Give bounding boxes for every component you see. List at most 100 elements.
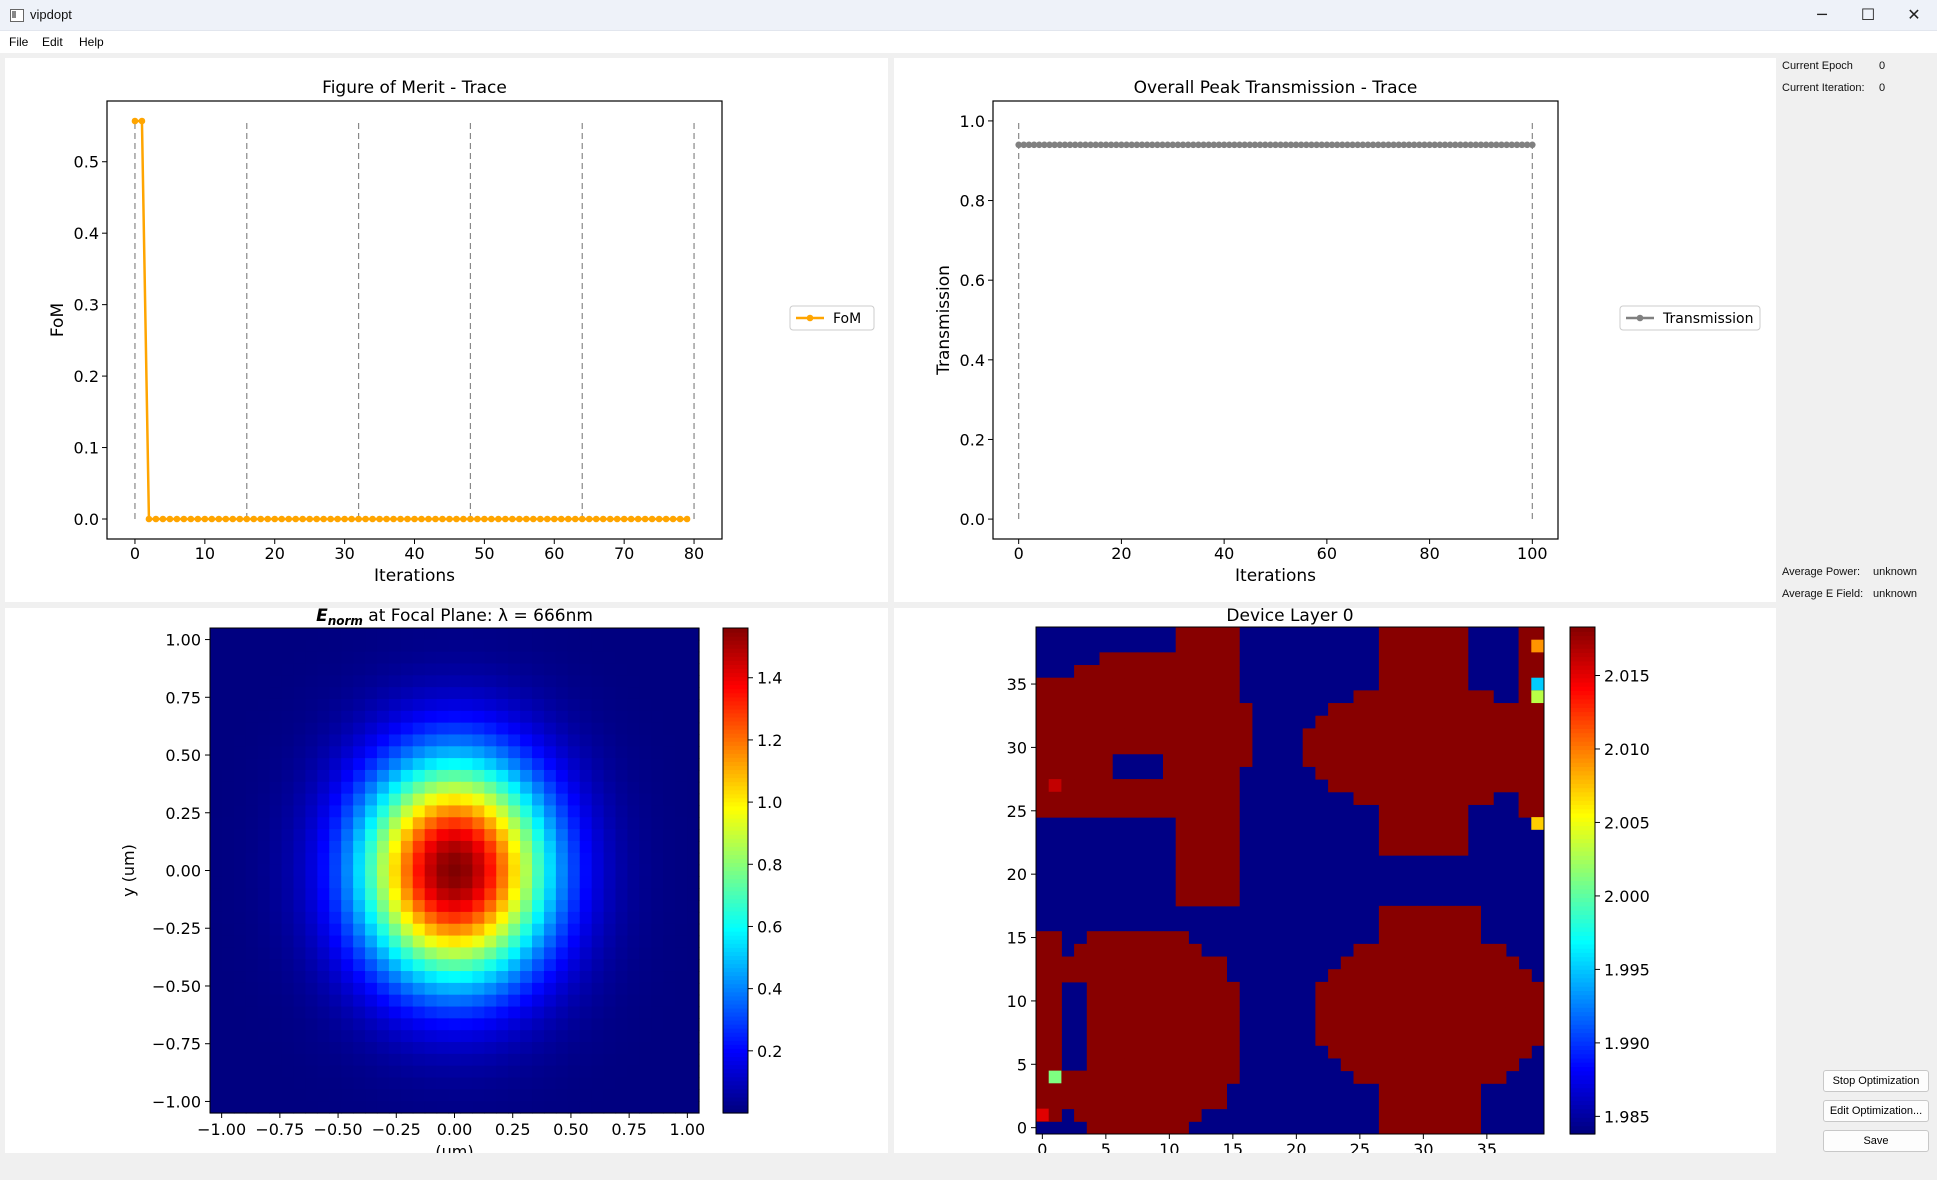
field-cell: [627, 817, 640, 830]
field-cell: [412, 947, 426, 960]
colorbar-segment: [1570, 762, 1595, 768]
field-cell: [615, 935, 629, 948]
save-button[interactable]: Save: [1823, 1130, 1929, 1152]
colorbar-segment: [723, 1016, 748, 1021]
field-cell: [448, 746, 462, 759]
field-cell: [448, 1006, 462, 1019]
field-cell: [508, 829, 521, 842]
field-cell: [472, 1101, 485, 1114]
field-cell: [329, 935, 342, 948]
device-cell: [1429, 981, 1443, 996]
data-point: [362, 515, 369, 523]
field-cell: [353, 947, 366, 960]
colorbar-segment: [1570, 1036, 1595, 1042]
field-cell: [460, 994, 473, 1008]
field-cell: [281, 959, 295, 972]
device-cell: [1137, 969, 1151, 983]
device-cell: [1493, 753, 1507, 767]
device-cell: [1112, 715, 1126, 729]
field-cell: [221, 876, 235, 889]
field-cell: [412, 959, 426, 972]
field-cell: [257, 722, 271, 736]
field-cell: [460, 923, 473, 937]
field-cell: [460, 947, 473, 960]
device-cell: [1074, 956, 1088, 970]
stop-optimization-button[interactable]: Stop Optimization: [1823, 1070, 1929, 1092]
device-cell: [1455, 639, 1469, 653]
device-cell: [1442, 1083, 1456, 1097]
field-cell: [436, 994, 450, 1008]
menu-file[interactable]: File: [9, 35, 29, 49]
device-cell: [1036, 791, 1050, 805]
colorbar-segment: [723, 979, 748, 985]
field-cell: [305, 994, 318, 1008]
field-cell: [376, 864, 390, 878]
device-cell: [1124, 1070, 1139, 1084]
device-cell: [1378, 1121, 1393, 1135]
field-cell: [627, 1089, 640, 1102]
colorbar-segment: [1570, 1070, 1595, 1076]
field-cell: [603, 628, 617, 641]
field-cell: [687, 1077, 700, 1090]
field-cell: [436, 829, 450, 842]
colorbar-segment: [723, 902, 748, 908]
field-cell: [520, 935, 533, 948]
field-cell: [615, 758, 629, 771]
field-cell: [639, 840, 652, 854]
device-cell: [1315, 741, 1329, 755]
device-cell: [1150, 994, 1164, 1008]
field-cell: [543, 1042, 557, 1055]
field-cell: [448, 805, 462, 818]
field-cell: [520, 781, 533, 795]
device-cell: [1467, 1032, 1481, 1046]
data-point: [439, 515, 446, 523]
device-cell: [1036, 931, 1050, 945]
maximize-icon[interactable]: ☐: [1860, 5, 1876, 24]
device-cell: [1048, 690, 1062, 704]
device-cell: [1188, 627, 1202, 641]
device-cell: [1417, 981, 1431, 996]
field-cell: [329, 651, 342, 665]
device-cell: [1404, 1007, 1418, 1021]
minimize-icon[interactable]: ─: [1817, 5, 1827, 24]
device-cell-special: [1048, 1070, 1062, 1084]
field-cell: [436, 982, 450, 996]
field-cell: [651, 1065, 664, 1079]
field-cell: [675, 935, 688, 948]
colorbar-segment: [723, 866, 748, 872]
device-cell: [1201, 981, 1215, 996]
menu-edit[interactable]: Edit: [42, 35, 63, 49]
device-cell: [1036, 766, 1050, 780]
close-icon[interactable]: ✕: [1907, 5, 1921, 24]
field-cell: [496, 734, 509, 747]
field-cell: [269, 1042, 283, 1055]
field-cell: [615, 781, 629, 795]
field-cell: [675, 1030, 688, 1043]
data-point: [1374, 141, 1382, 149]
field-cell: [269, 722, 283, 736]
field-cell: [341, 947, 354, 960]
colorbar-segment: [723, 656, 748, 661]
device-cell: [1175, 690, 1189, 704]
field-cell: [365, 1018, 378, 1031]
field-cell: [245, 971, 259, 984]
field-cell: [329, 900, 342, 913]
colorbar-segment: [723, 817, 748, 823]
data-point: [1446, 141, 1454, 149]
field-cell: [400, 1077, 414, 1090]
device-cell: [1124, 741, 1139, 755]
field-cell: [675, 1018, 688, 1031]
device-cell: [1061, 677, 1075, 691]
field-cell: [245, 734, 259, 747]
colorbar-tick-label: 1.0: [757, 793, 782, 812]
edit-optimization-button[interactable]: Edit Optimization...: [1823, 1100, 1929, 1122]
menu-help[interactable]: Help: [79, 35, 104, 49]
device-cell: [1137, 981, 1151, 996]
field-cell: [496, 840, 509, 854]
field-cell: [555, 923, 569, 937]
field-cell: [603, 923, 617, 937]
field-cell: [675, 959, 688, 972]
field-cell: [281, 817, 295, 830]
field-cell: [675, 1089, 688, 1102]
device-cell: [1455, 829, 1469, 843]
